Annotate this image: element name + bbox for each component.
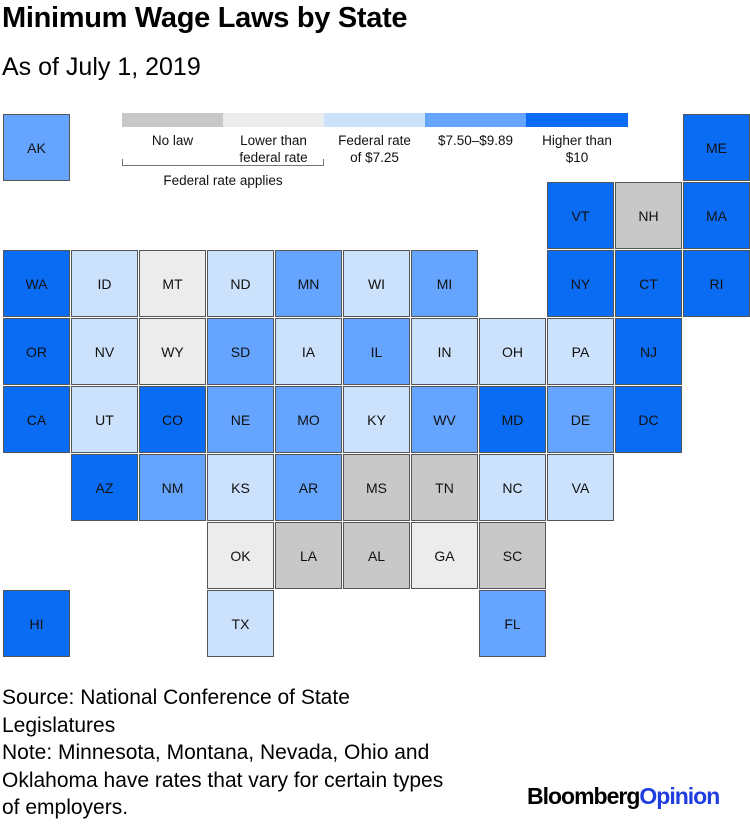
state-tile-ms: MS [343, 454, 410, 521]
state-tile-co: CO [139, 386, 206, 453]
state-tile-or: OR [3, 318, 70, 385]
legend-label-no-law: No law [151, 133, 194, 148]
source-line: Source: National Conference of State [2, 686, 350, 709]
state-tile-nc: NC [479, 454, 546, 521]
state-tile-pa: PA [547, 318, 614, 385]
brand-bloomberg: Bloomberg [527, 783, 640, 809]
state-tile-wy: WY [139, 318, 206, 385]
brand-opinion: Opinion [639, 783, 720, 809]
state-tile-md: MD [479, 386, 546, 453]
state-tile-nh: NH [615, 182, 682, 249]
chart-title: Minimum Wage Laws by State [2, 2, 408, 34]
state-tile-ks: KS [207, 454, 274, 521]
state-tile-ne: NE [207, 386, 274, 453]
state-tile-az: AZ [71, 454, 138, 521]
state-tile-ar: AR [275, 454, 342, 521]
state-tile-ca: CA [3, 386, 70, 453]
chart-subtitle: As of July 1, 2019 [2, 53, 201, 81]
state-tile-nv: NV [71, 318, 138, 385]
state-tile-ia: IA [275, 318, 342, 385]
note-line: Oklahoma have rates that vary for certai… [2, 768, 444, 792]
state-tile-wv: WV [411, 386, 478, 453]
legend-label-mid: $7.50–$9.89 [437, 133, 514, 148]
source-line: Legislatures [2, 713, 116, 737]
state-tile-hi: HI [3, 590, 70, 657]
state-tile-ny: NY [547, 250, 614, 317]
note-line: Note: Minnesota, Montana, Nevada, Ohio a… [2, 741, 430, 764]
state-tile-wa: WA [3, 250, 70, 317]
legend-swatch-lower [223, 113, 324, 127]
state-tile-va: VA [547, 454, 614, 521]
legend-swatch-high [526, 113, 628, 127]
state-tile-al: AL [343, 522, 410, 589]
note-line: of employers. [2, 796, 129, 819]
state-tile-mi: MI [411, 250, 478, 317]
state-tile-tx: TX [207, 590, 274, 657]
state-tile-ct: CT [615, 250, 682, 317]
legend-label-high: Higher than $10 [542, 133, 612, 165]
state-tile-sc: SC [479, 522, 546, 589]
state-tile-me: ME [683, 114, 750, 181]
state-tile-ri: RI [683, 250, 750, 317]
legend-swatch-mid [425, 113, 526, 127]
state-tile-ak: AK [3, 114, 70, 181]
state-tile-mo: MO [275, 386, 342, 453]
state-tile-wi: WI [343, 250, 410, 317]
legend-swatch-federal [324, 113, 425, 127]
state-tile-nj: NJ [615, 318, 682, 385]
state-tile-nd: ND [207, 250, 274, 317]
state-tile-ga: GA [411, 522, 478, 589]
state-tile-in: IN [411, 318, 478, 385]
state-tile-ok: OK [207, 522, 274, 589]
state-tile-dc: DC [615, 386, 682, 453]
state-tile-tn: TN [411, 454, 478, 521]
state-tile-ky: KY [343, 386, 410, 453]
state-tile-id: ID [71, 250, 138, 317]
legend-bracket [122, 159, 324, 166]
state-tile-ma: MA [683, 182, 750, 249]
state-tile-nm: NM [139, 454, 206, 521]
source-note: Source: National Conference of State Leg… [2, 684, 532, 822]
legend-label-lower: Lower than federal rate [239, 133, 308, 165]
legend-swatch-no-law [122, 113, 223, 127]
state-tile-mn: MN [275, 250, 342, 317]
legend-label-federal: Federal rate of $7.25 [338, 133, 411, 165]
legend-group-label: Federal rate applies [163, 173, 283, 188]
state-tile-oh: OH [479, 318, 546, 385]
state-tile-de: DE [547, 386, 614, 453]
state-tile-ut: UT [71, 386, 138, 453]
state-tile-la: LA [275, 522, 342, 589]
state-tile-fl: FL [479, 590, 546, 657]
bloomberg-opinion-logo: BloombergOpinion [527, 783, 720, 810]
state-tile-mt: MT [139, 250, 206, 317]
state-tile-il: IL [343, 318, 410, 385]
state-tile-vt: VT [547, 182, 614, 249]
state-tile-sd: SD [207, 318, 274, 385]
